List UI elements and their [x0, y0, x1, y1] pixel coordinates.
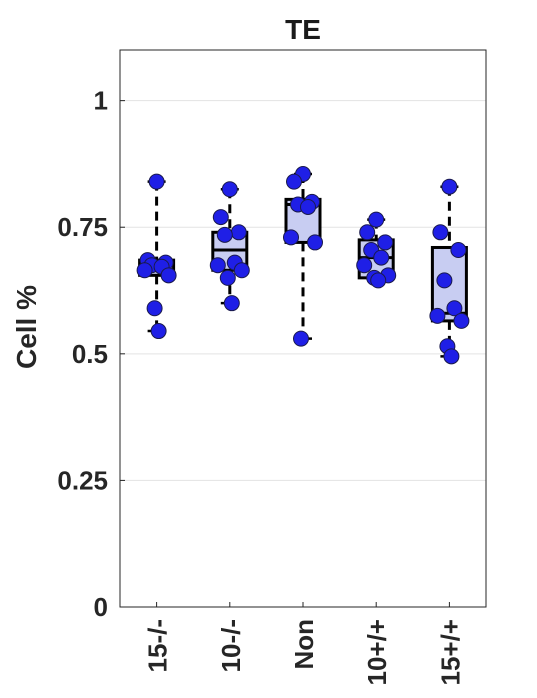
- data-point: [219, 269, 236, 286]
- data-point: [446, 300, 463, 317]
- y-tick-label: 0.25: [57, 465, 108, 495]
- data-point: [286, 173, 302, 190]
- data-point: [432, 224, 449, 241]
- data-point: [450, 242, 467, 259]
- data-point: [223, 295, 240, 312]
- data-point: [300, 198, 316, 215]
- chart-title: TE: [285, 14, 321, 45]
- data-point: [230, 224, 247, 241]
- x-tick-label: 15+/+: [435, 619, 465, 686]
- plot-area-frame: [119, 49, 487, 608]
- box-group-15+/+: [430, 185, 468, 358]
- data-point: [212, 209, 229, 226]
- box-group-10-/-: [211, 188, 249, 305]
- data-point: [160, 267, 177, 284]
- data-points: [136, 166, 470, 365]
- data-point: [370, 272, 387, 289]
- x-tick-label: 15-/-: [143, 619, 173, 672]
- data-point: [436, 272, 453, 289]
- data-point: [150, 323, 167, 340]
- x-axis-ticks: 15-/- 10-/- Non 10+/+ 15+/+: [143, 602, 465, 686]
- data-point: [148, 173, 165, 190]
- data-point: [377, 234, 394, 251]
- data-point: [221, 181, 238, 198]
- data-point: [453, 312, 470, 329]
- x-tick-label: Non: [289, 619, 319, 670]
- data-point: [429, 307, 446, 324]
- x-tick-label: 10+/+: [362, 619, 392, 686]
- data-point: [146, 300, 163, 317]
- y-axis-ticks: 0 0.25 0.5 0.75 1: [57, 86, 125, 622]
- y-tick-label: 0.5: [72, 339, 108, 369]
- y-tick-label: 1: [94, 86, 108, 116]
- y-tick-label: 0: [94, 592, 108, 622]
- data-point: [356, 257, 373, 274]
- data-point: [368, 211, 385, 228]
- data-point: [307, 234, 323, 251]
- y-axis-label: Cell %: [11, 285, 42, 369]
- data-point: [293, 330, 309, 347]
- data-point: [359, 224, 376, 241]
- x-tick-label: 10-/-: [216, 619, 246, 672]
- data-point: [373, 249, 390, 266]
- data-point: [283, 229, 299, 246]
- y-tick-label: 0.75: [57, 212, 108, 242]
- data-point: [209, 257, 226, 274]
- data-point: [216, 226, 233, 243]
- data-point: [136, 262, 153, 279]
- data-point: [443, 348, 460, 365]
- data-point: [233, 262, 250, 279]
- data-point: [441, 178, 458, 195]
